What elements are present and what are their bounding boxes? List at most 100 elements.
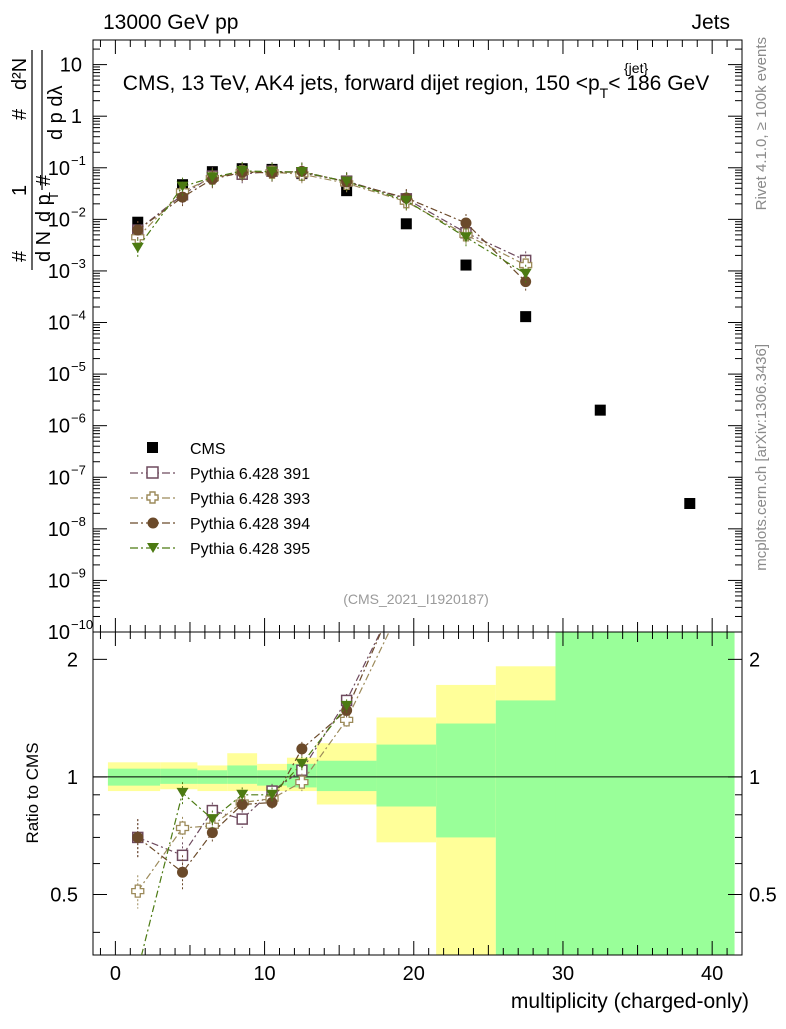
- p393-ratio-point: [175, 821, 190, 835]
- analysis-watermark: (CMS_2021_I1920187): [343, 591, 489, 607]
- ylabel-dN: d N: [33, 231, 55, 262]
- ratio-y-tick-label-left: 1: [67, 767, 78, 789]
- y-tick-label: 1: [71, 106, 82, 128]
- p393-line: [137, 171, 526, 266]
- p395-ratio-point: [340, 700, 353, 711]
- ratio-y-axis-label: Ratio to CMS: [23, 742, 42, 843]
- legend-393-marker: [146, 491, 159, 504]
- cms-point: [684, 497, 696, 509]
- ratio-uncertainty-bands: [107, 632, 735, 955]
- legend-391-label: Pythia 6.428 391: [190, 466, 310, 483]
- y-tick-label: 10: [60, 55, 82, 77]
- y-tick-label-base: 10: [60, 55, 82, 77]
- band-inner-1: [160, 768, 198, 784]
- y-tick-label-base: 10: [48, 622, 70, 644]
- header-category-label: Jets: [691, 11, 730, 34]
- y-tick-label-exponent: −4: [71, 308, 86, 323]
- x-tick-label: 0: [110, 963, 121, 985]
- p395-point: [519, 268, 532, 279]
- y-tick-label-base: 10: [48, 467, 70, 489]
- ratio-y-tick-label-right: 1: [749, 767, 760, 789]
- cms-point: [400, 218, 412, 230]
- y-tick-label-base: 10: [48, 313, 70, 335]
- legend-cms-marker: [147, 442, 158, 453]
- header-energy-label: 13000 GeV pp: [103, 11, 238, 34]
- band-inner-3: [227, 765, 258, 784]
- cms-point: [520, 311, 532, 323]
- y-tick-label-exponent: −8: [71, 514, 86, 529]
- p394-ratio-point: [206, 827, 218, 839]
- mcplots-label: mcplots.cern.ch [arXiv:1306.3436]: [753, 344, 770, 571]
- p393-ratio-line: [137, 632, 390, 892]
- y-tick-label: 10: [48, 416, 70, 438]
- y-tick-label-base: 10: [48, 364, 70, 386]
- p394-point: [132, 224, 144, 236]
- legend-395-label: Pythia 6.428 395: [190, 541, 310, 558]
- band-inner-8: [436, 723, 496, 838]
- x-tick-label: 30: [552, 963, 574, 985]
- ratio-plot-frame: [92, 631, 743, 956]
- plot-title: CMS, 13 TeV, AK4 jets, forward dijet reg…: [123, 72, 709, 101]
- y-tick-label-base: 10: [48, 158, 70, 180]
- y-tick-label-base: 10: [48, 209, 70, 231]
- y-tick-label-base: 10: [48, 261, 70, 283]
- ylabel-hash-top: #: [9, 108, 31, 120]
- p394-ratio-point: [132, 831, 144, 843]
- p391-ratio-point: [236, 813, 248, 825]
- ylabel-hash-left: #: [9, 250, 31, 262]
- y-tick-label: 10: [48, 519, 70, 541]
- y-tick-label-exponent: −5: [71, 359, 86, 374]
- y-tick-label-exponent: −3: [71, 256, 86, 271]
- rivet-version-label: Rivet 4.1.0, ≥ 100k events: [753, 37, 770, 210]
- p395-point: [295, 166, 308, 177]
- ylabel-one: 1: [9, 185, 31, 196]
- p394-ratio-point: [177, 866, 189, 878]
- y-tick-label: 10: [48, 622, 70, 644]
- x-tick-label: 10: [253, 963, 275, 985]
- p394-ratio-line: [137, 632, 382, 874]
- y-tick-label-exponent: −7: [71, 462, 86, 477]
- plot-title-sup: {jet}: [624, 60, 648, 76]
- p393-ratio-point: [339, 713, 354, 727]
- p395-point: [206, 172, 219, 183]
- p395-point: [459, 232, 472, 243]
- x-tick-label: 40: [701, 963, 723, 985]
- p394-point: [460, 217, 472, 229]
- y-tick-label: 10: [48, 209, 70, 231]
- y-tick-label: 10: [48, 570, 70, 592]
- y-tick-label-exponent: −10: [71, 617, 93, 632]
- cms-point: [460, 259, 472, 271]
- p395-point: [131, 242, 144, 253]
- main-y-axis-label: # 1 d N # d p T # d²N d p dλ: [9, 50, 67, 270]
- p393-ratio-point: [295, 775, 309, 789]
- plot-title-sub: T: [600, 85, 609, 101]
- legend-391-marker: [146, 466, 159, 479]
- y-tick-label: 10: [48, 261, 70, 283]
- y-tick-label: 10: [48, 158, 70, 180]
- band-inner-10: [555, 632, 735, 955]
- p394-ratio-point: [236, 798, 248, 810]
- legend-394-label: Pythia 6.428 394: [190, 516, 310, 533]
- ylabel-hash-mid: #: [33, 174, 55, 186]
- legend-394-marker: [147, 517, 159, 529]
- p394-ratio-point: [296, 743, 308, 755]
- band-inner-6: [316, 760, 377, 792]
- x-tick-label: 20: [403, 963, 425, 985]
- p395-point: [400, 195, 413, 206]
- y-tick-label-base: 10: [48, 519, 70, 541]
- y-tick-label-base: 10: [48, 570, 70, 592]
- band-inner-7: [376, 744, 437, 807]
- ratio-y-tick-label-right: 2: [749, 649, 760, 671]
- ylabel-T-sub: T: [46, 192, 61, 200]
- x-axis-label: multiplicity (charged-only): [511, 990, 749, 1013]
- ratio-y-tick-label-right: 0.5: [749, 885, 777, 907]
- p391-ratio-line: [137, 632, 382, 857]
- y-tick-label-exponent: −9: [71, 565, 86, 580]
- ylabel-dpT: d p: [33, 194, 55, 222]
- p393-ratio-point: [131, 884, 145, 898]
- y-tick-label: 10: [48, 364, 70, 386]
- band-inner-9: [495, 700, 556, 955]
- p395-point: [236, 165, 249, 176]
- y-tick-label: 10: [48, 313, 70, 335]
